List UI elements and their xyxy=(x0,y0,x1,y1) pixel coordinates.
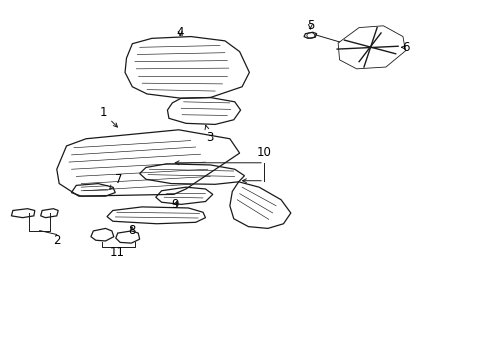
Text: 1: 1 xyxy=(99,106,117,127)
Text: 2: 2 xyxy=(53,234,61,247)
Text: 9: 9 xyxy=(171,198,179,211)
Text: 11: 11 xyxy=(109,246,124,259)
Text: 7: 7 xyxy=(109,173,122,189)
Text: 6: 6 xyxy=(401,41,408,54)
Text: 8: 8 xyxy=(128,224,136,238)
Text: 3: 3 xyxy=(204,125,213,144)
Text: 5: 5 xyxy=(306,19,313,32)
Text: 10: 10 xyxy=(256,145,271,158)
Text: 4: 4 xyxy=(176,26,183,39)
